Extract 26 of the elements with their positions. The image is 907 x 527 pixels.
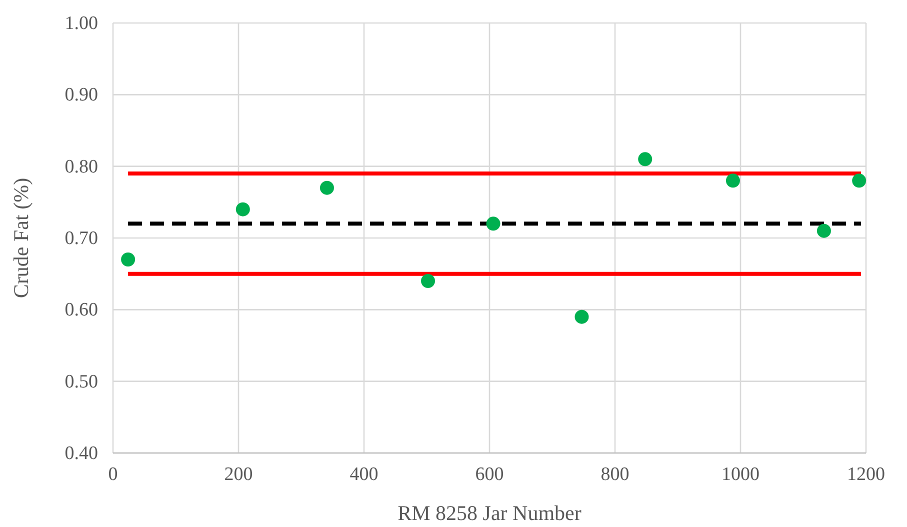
point [574,310,589,324]
point [486,216,500,231]
point [816,224,831,238]
y-tick-label: 0.50 [64,371,98,392]
point [638,152,652,166]
x-tick-label: 600 [475,464,504,485]
x-tick-label: 1000 [722,464,760,485]
point [121,252,136,266]
y-tick-label: 1.00 [64,13,98,34]
point [726,174,740,188]
x-axis-title: RM 8258 Jar Number [398,501,582,525]
y-axis-title: Crude Fat (%) [9,178,33,298]
y-tick-label: 0.90 [64,84,98,106]
x-tick-label: 400 [350,464,378,485]
point [421,274,436,288]
y-tick-label: 0.70 [64,228,98,249]
y-tick-label: 0.40 [64,443,98,464]
x-tick-label: 0 [108,464,118,485]
y-tick-label: 0.60 [64,300,98,321]
x-tick-label: 200 [224,464,253,485]
y-tick-label: 0.80 [64,156,98,178]
x-tick-label: 800 [600,464,630,485]
point [852,174,866,188]
x-tick-label: 1200 [847,464,885,485]
point [320,180,334,195]
point [236,202,250,216]
